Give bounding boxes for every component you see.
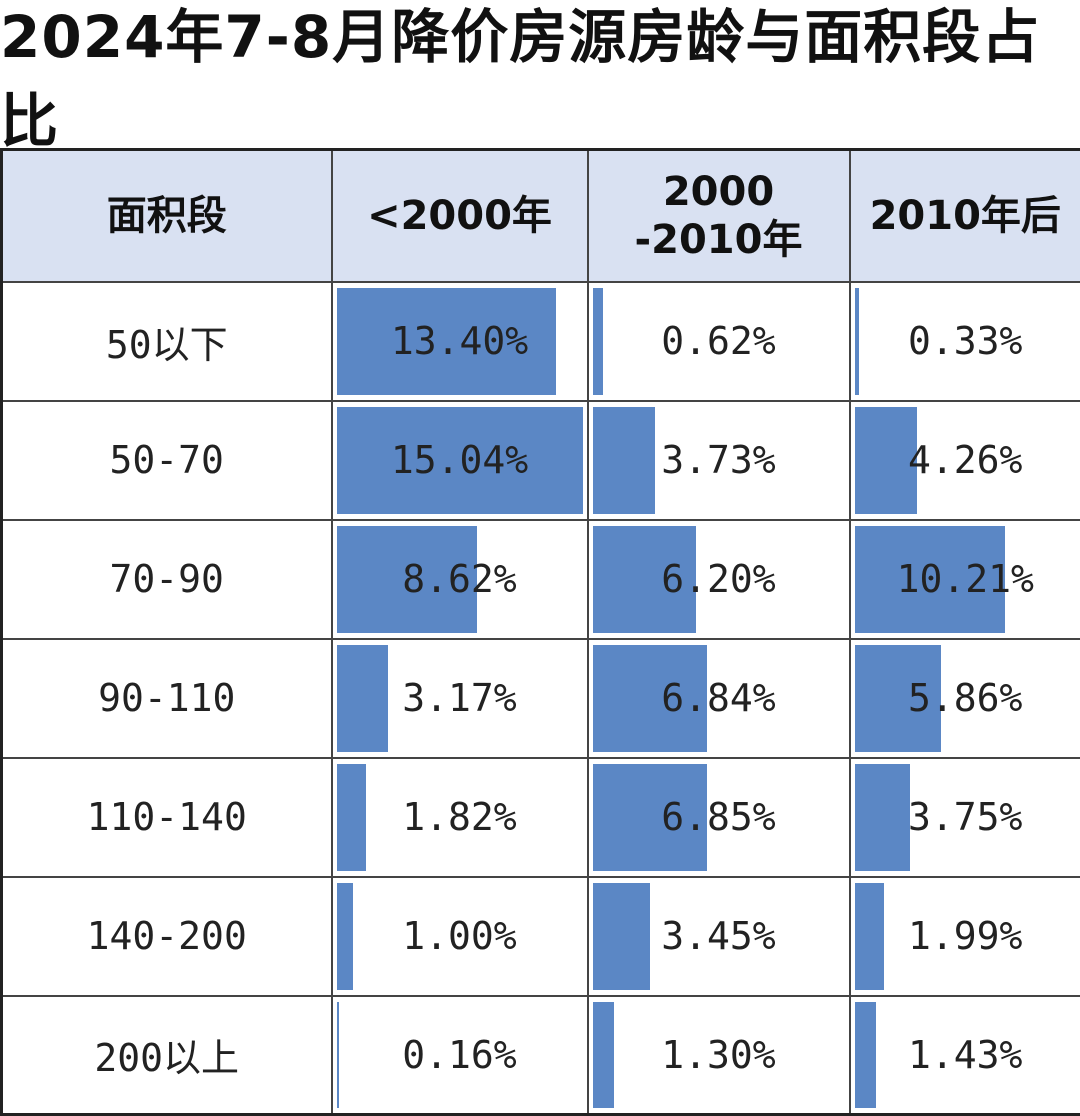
data-label: 0.16%: [402, 1032, 517, 1077]
row-label: 110-140: [0, 756, 333, 878]
data-cell: 6.84%: [586, 637, 851, 759]
data-cell: 3.73%: [586, 399, 851, 521]
data-cell: 4.26%: [848, 399, 1080, 521]
data-label: 3.17%: [402, 676, 517, 720]
data-bar: [336, 763, 367, 871]
column-header-line: 2000: [662, 168, 775, 215]
data-cell: 1.82%: [330, 756, 589, 878]
table-row: 70-90 8.62% 6.20% 10.21%: [0, 518, 1080, 640]
data-cell: 3.75%: [848, 756, 1080, 878]
data-label: 6.84%: [661, 676, 776, 720]
data-bar: [854, 763, 910, 871]
column-header: 2010年后: [848, 148, 1080, 283]
data-bar: [854, 644, 941, 752]
data-bar: [592, 763, 708, 871]
data-table: 面积段 <2000年 2000 -2010年 2010年后 50以下 13.40% 0…: [0, 148, 1080, 1116]
data-bar: [336, 882, 353, 990]
data-cell: 3.17%: [330, 637, 589, 759]
row-label: 200以上: [0, 994, 333, 1116]
chart-title: 2024年7-8月降价房源房龄与面积段占比: [0, 3, 1041, 155]
row-label: 50-70: [0, 399, 333, 521]
data-bar: [592, 1001, 615, 1108]
data-cell: 0.62%: [586, 280, 851, 402]
data-label: 1.00%: [402, 914, 517, 958]
table-body: 50以下 13.40% 0.62% 0.33% 50-70 15.04% 3.73% 4.26…: [0, 280, 1080, 1116]
data-bar: [592, 525, 697, 633]
data-label: 3.75%: [908, 795, 1023, 839]
data-cell: 3.45%: [586, 875, 851, 997]
data-label: 15.04%: [390, 438, 529, 482]
row-label: 70-90: [0, 518, 333, 640]
data-bar: [336, 1001, 340, 1108]
data-bar: [854, 1001, 876, 1108]
row-header: 面积段: [0, 148, 333, 283]
data-cell: 6.20%: [586, 518, 851, 640]
data-cell: 0.16%: [330, 994, 589, 1116]
data-cell: 15.04%: [330, 399, 589, 521]
data-cell: 1.99%: [848, 875, 1080, 997]
table-row: 110-140 1.82% 6.85% 3.75%: [0, 756, 1080, 878]
data-label: 8.62%: [402, 557, 517, 601]
data-bar: [854, 882, 884, 990]
data-cell: 5.86%: [848, 637, 1080, 759]
row-label: 50以下: [0, 280, 333, 402]
header-row: 面积段 <2000年 2000 -2010年 2010年后: [0, 148, 1080, 283]
data-cell: 1.43%: [848, 994, 1080, 1116]
data-cell: 10.21%: [848, 518, 1080, 640]
data-bar: [336, 644, 389, 752]
row-label: 90-110: [0, 637, 333, 759]
table-row: 140-200 1.00% 3.45% 1.99%: [0, 875, 1080, 997]
data-bar: [336, 525, 478, 633]
data-cell: 8.62%: [330, 518, 589, 640]
data-label: 1.43%: [908, 1032, 1023, 1077]
table-row: 90-110 3.17% 6.84% 5.86%: [0, 637, 1080, 759]
data-bar: [336, 287, 556, 395]
data-bar: [592, 644, 708, 752]
data-bar: [854, 287, 860, 395]
data-label: 6.85%: [661, 795, 776, 839]
data-label: 0.62%: [661, 319, 776, 363]
table-row: 200以上 0.16% 1.30% 1.43%: [0, 994, 1080, 1116]
data-bar: [592, 882, 651, 990]
data-cell: 1.00%: [330, 875, 589, 997]
data-label: 10.21%: [896, 557, 1034, 601]
data-label: 5.86%: [908, 676, 1023, 720]
data-bar: [854, 525, 1006, 633]
data-label: 1.99%: [908, 914, 1023, 958]
row-label: 140-200: [0, 875, 333, 997]
data-cell: 0.33%: [848, 280, 1080, 402]
data-label: 0.33%: [908, 319, 1023, 363]
data-bar: [336, 406, 583, 514]
data-label: 1.82%: [402, 795, 517, 839]
data-label: 6.20%: [661, 557, 776, 601]
data-cell: 6.85%: [586, 756, 851, 878]
data-bar: [592, 406, 655, 514]
data-label: 13.40%: [390, 319, 529, 363]
data-bar: [854, 406, 918, 514]
data-bar: [592, 287, 603, 395]
data-label: 4.26%: [908, 438, 1023, 482]
column-header-line: 2010年后: [869, 192, 1061, 239]
data-cell: 1.30%: [586, 994, 851, 1116]
data-label: 3.73%: [661, 438, 776, 482]
data-label: 3.45%: [661, 914, 776, 958]
table-row: 50-70 15.04% 3.73% 4.26%: [0, 399, 1080, 521]
table-row: 50以下 13.40% 0.62% 0.33%: [0, 280, 1080, 402]
column-header: <2000年: [330, 148, 589, 283]
data-cell: 13.40%: [330, 280, 589, 402]
data-label: 1.30%: [661, 1032, 776, 1077]
column-header-line: -2010年: [634, 216, 803, 263]
column-header-line: <2000年: [367, 192, 552, 239]
column-header: 2000 -2010年: [586, 148, 851, 283]
